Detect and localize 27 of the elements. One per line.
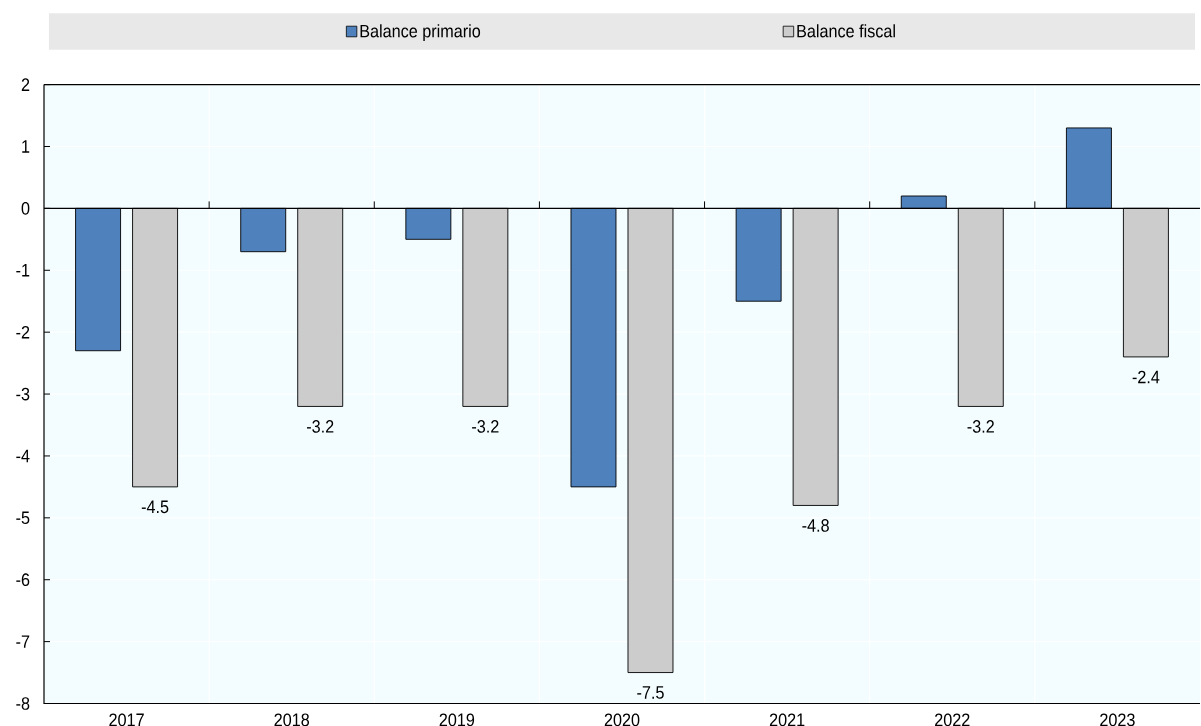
data-label: -4.5	[141, 500, 169, 514]
data-label: -4.8	[802, 519, 829, 532]
data-label: -7.5	[637, 686, 664, 699]
y-tick-label: 0	[21, 202, 30, 215]
data-label: -3.2	[967, 420, 994, 433]
legend-label: Balance fiscal	[797, 24, 895, 38]
y-tick-label: 1	[22, 140, 30, 153]
data-label: -2.4	[1132, 370, 1160, 384]
legend-label: Balance primario	[360, 24, 481, 41]
y-tick-label: -7	[16, 635, 30, 648]
y-tick-label: -4	[16, 449, 30, 463]
y-tick-label: 2	[21, 78, 30, 91]
y-tick-label: -8	[16, 697, 30, 710]
x-tick-label: 2023	[1100, 713, 1135, 726]
x-tick-label: 2018	[274, 713, 310, 726]
y-tick-label: -5	[16, 511, 30, 525]
data-label: -3.2	[472, 420, 499, 433]
y-tick-label: -3	[16, 387, 30, 401]
x-tick-label: 2020	[604, 713, 640, 726]
x-tick-label: 2017	[109, 713, 144, 726]
x-tick-label: 2019	[439, 713, 475, 726]
y-tick-label: -2	[16, 325, 30, 339]
data-label: -3.2	[306, 420, 334, 433]
x-tick-label: 2021	[769, 713, 805, 726]
x-tick-label: 2022	[935, 713, 970, 726]
y-tick-label: -6	[16, 573, 30, 587]
y-tick-label: -1	[16, 264, 30, 277]
